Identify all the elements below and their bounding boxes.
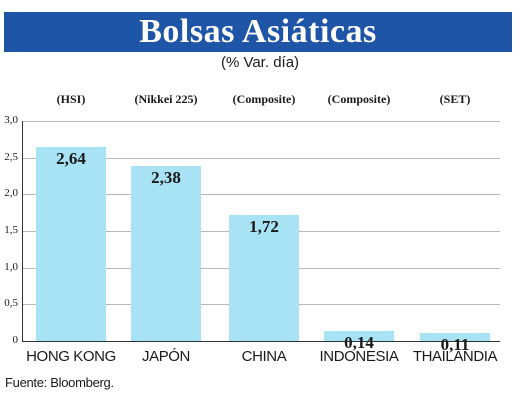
- bar: [229, 214, 299, 341]
- index-name-label: (Composite): [232, 92, 296, 106]
- y-tick-label: 1,5: [4, 224, 18, 236]
- y-tick-label: 3,0: [4, 114, 18, 126]
- bar: [324, 330, 394, 341]
- x-axis: [22, 341, 500, 342]
- y-tick-label: 0,5: [4, 297, 18, 310]
- gridline: [22, 194, 500, 196]
- bar-value-label: 0,14: [344, 332, 374, 352]
- x-category-label: HONG KONG: [26, 348, 116, 365]
- gridline: [22, 121, 500, 122]
- chart-title: Bolsas Asiáticas: [139, 13, 377, 50]
- y-tick-label: 2,5: [4, 150, 18, 163]
- bar-value-label: 2,64: [56, 149, 86, 169]
- index-name-label: (HSI): [56, 92, 86, 106]
- title-banner: Bolsas Asiáticas: [4, 12, 512, 52]
- index-name-label: (Nikkei 225): [134, 92, 198, 106]
- source-note: Fuente: Bloomberg.: [5, 375, 114, 390]
- gridline: [22, 157, 500, 159]
- bar-value-label: 2,38: [151, 168, 181, 188]
- y-tick-label: 2,0: [4, 187, 18, 200]
- chart-subtitle: (% Var. día): [220, 54, 300, 71]
- x-category-label: JAPÓN: [141, 348, 190, 365]
- bar: [420, 332, 490, 341]
- index-name-label: (SET): [439, 92, 471, 106]
- bar: [131, 166, 201, 341]
- y-tick-label: 0: [12, 334, 19, 346]
- bar-value-label: 1,72: [249, 216, 279, 236]
- y-axis: [22, 121, 23, 341]
- x-category-label: CHINA: [241, 348, 287, 365]
- index-name-label: (Composite): [327, 92, 391, 106]
- y-tick-label: 1,0: [4, 260, 18, 273]
- bar: [36, 147, 106, 341]
- x-category-label: INDONESIA: [319, 348, 399, 365]
- bar-value-label: 0,11: [440, 334, 470, 354]
- x-category-label: THAILANDIA: [412, 348, 498, 365]
